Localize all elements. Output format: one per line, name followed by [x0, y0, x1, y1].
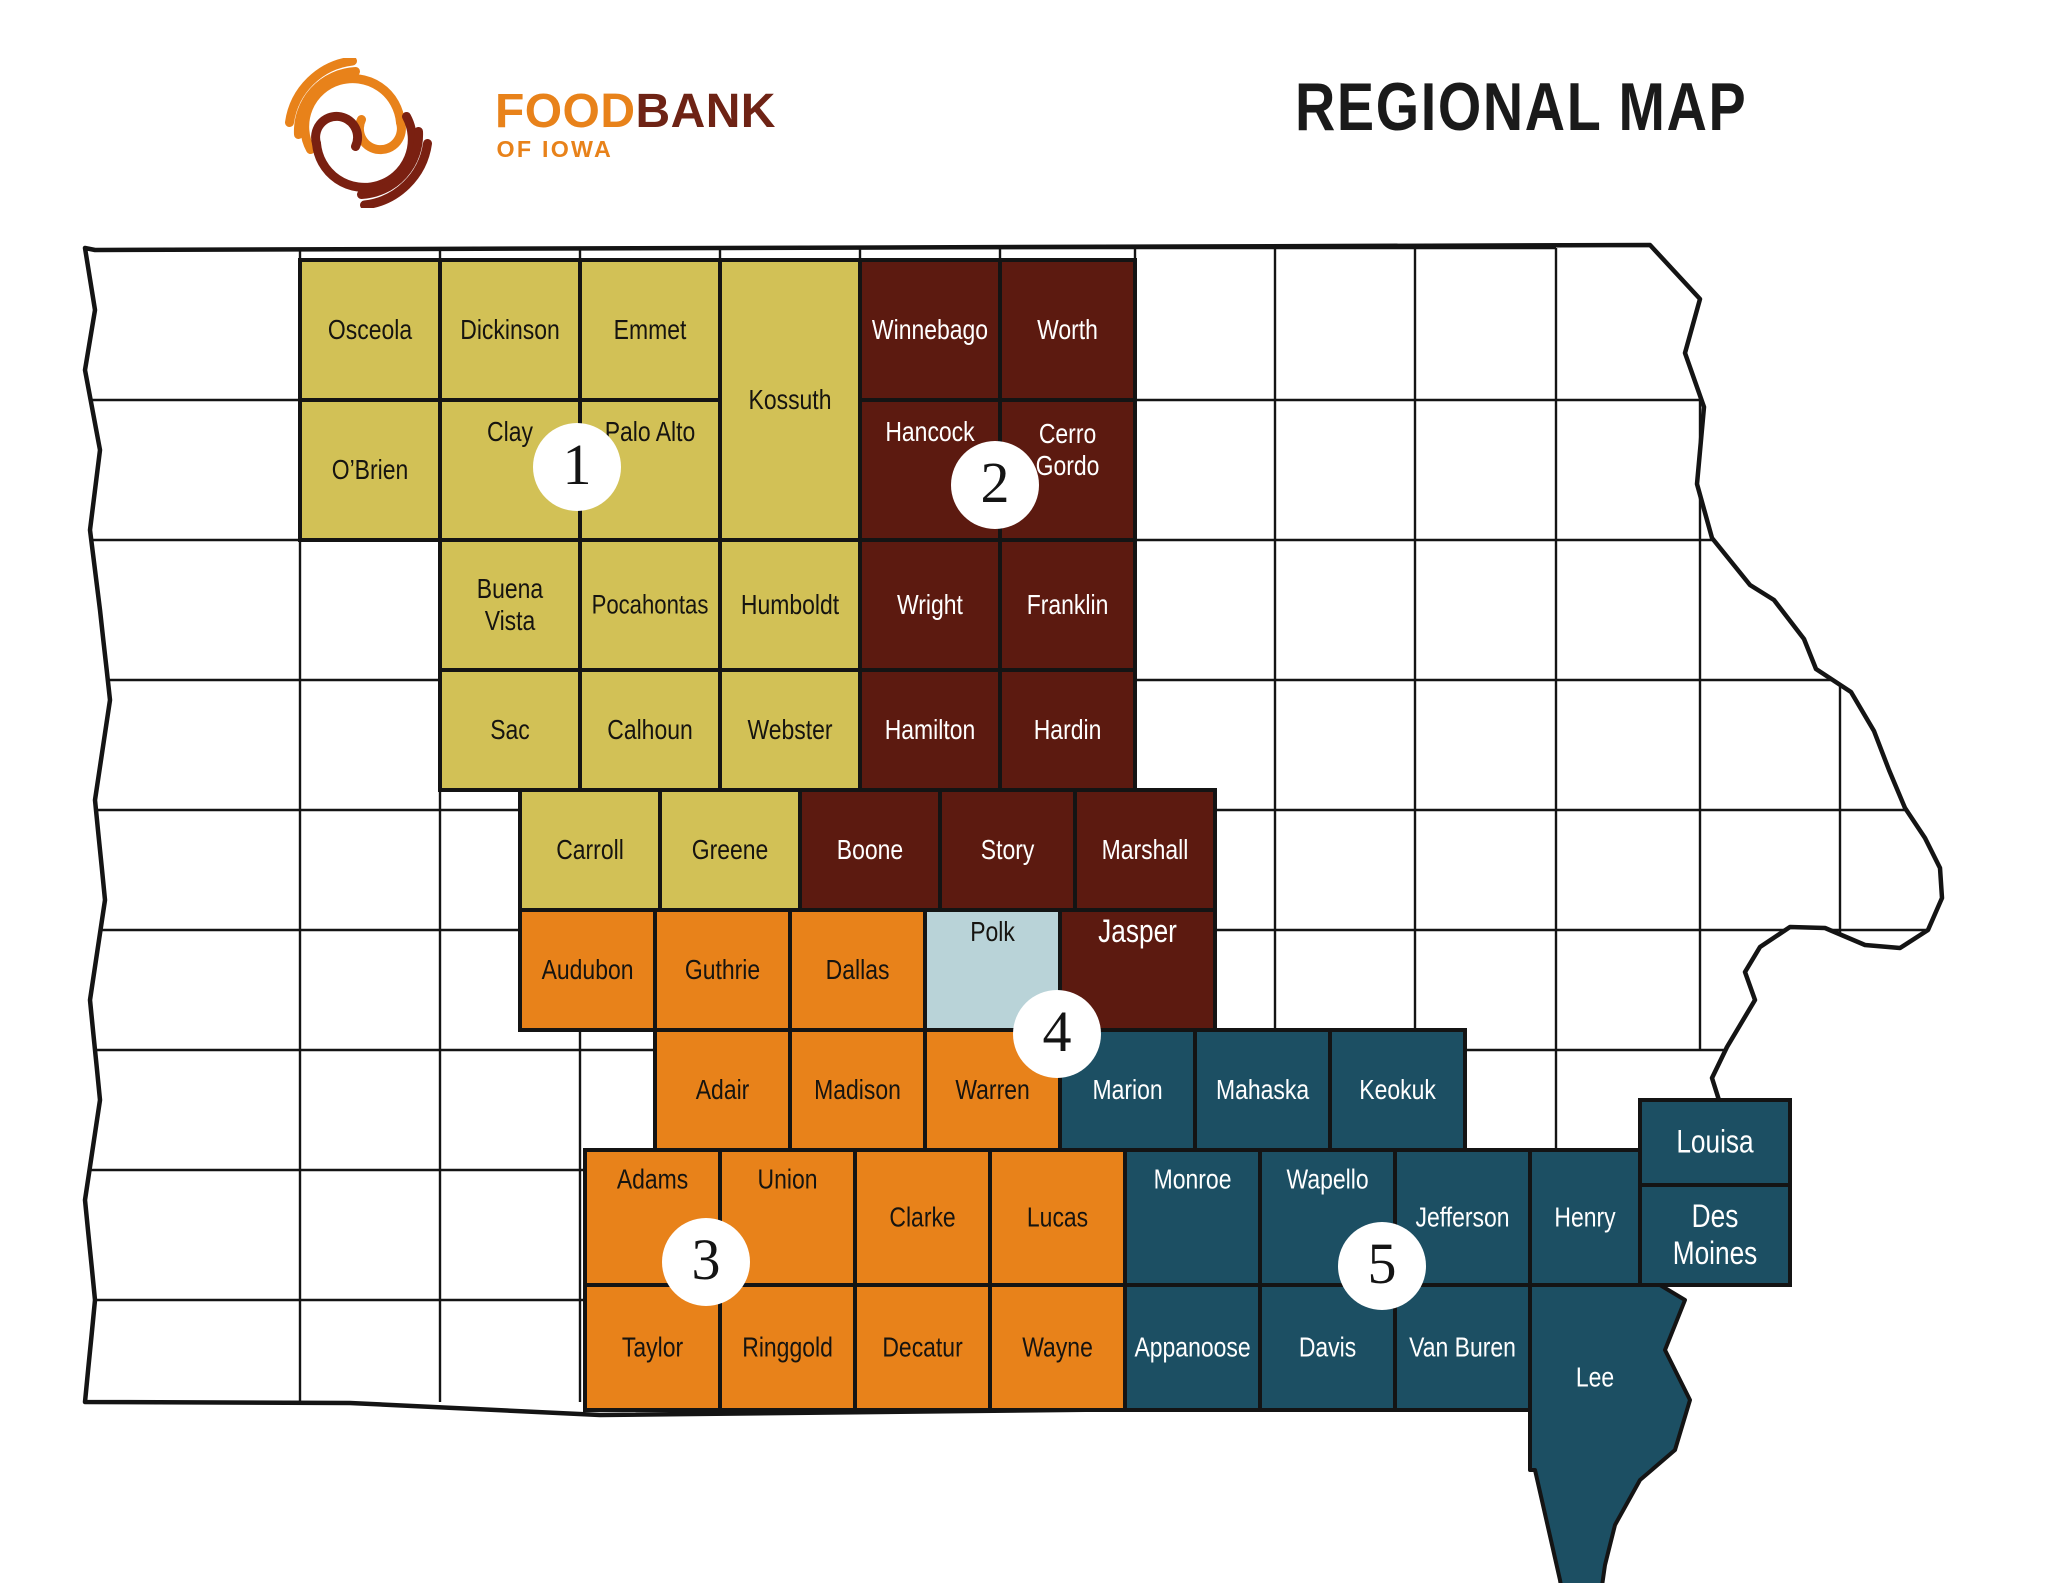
svg-text:3: 3	[692, 1227, 721, 1292]
svg-text:Humboldt: Humboldt	[741, 590, 839, 621]
svg-text:Audubon: Audubon	[542, 955, 634, 986]
svg-text:Decatur: Decatur	[882, 1332, 963, 1363]
svg-text:Story: Story	[981, 835, 1035, 866]
svg-text:Vista: Vista	[485, 606, 536, 637]
svg-text:Lucas: Lucas	[1027, 1202, 1088, 1233]
svg-text:Van Buren: Van Buren	[1409, 1332, 1516, 1363]
svg-text:Wayne: Wayne	[1022, 1332, 1093, 1363]
svg-text:Warren: Warren	[955, 1075, 1029, 1106]
svg-text:Dallas: Dallas	[826, 955, 890, 986]
svg-text:Hardin: Hardin	[1034, 715, 1102, 746]
svg-text:Ringgold: Ringgold	[742, 1332, 833, 1363]
svg-text:Lee: Lee	[1576, 1362, 1614, 1393]
svg-text:Clay: Clay	[487, 417, 533, 448]
svg-text:Davis: Davis	[1299, 1332, 1356, 1363]
svg-text:Worth: Worth	[1037, 315, 1098, 346]
svg-text:Pocahontas: Pocahontas	[592, 591, 709, 621]
svg-text:Polk: Polk	[970, 917, 1015, 948]
svg-text:Calhoun: Calhoun	[607, 715, 692, 746]
svg-text:Osceola: Osceola	[328, 315, 413, 346]
svg-text:1: 1	[563, 432, 592, 497]
svg-text:Carroll: Carroll	[556, 835, 624, 866]
svg-text:Sac: Sac	[490, 715, 530, 746]
svg-text:Henry: Henry	[1554, 1202, 1615, 1233]
svg-text:Jasper: Jasper	[1098, 915, 1177, 950]
svg-text:Wapello: Wapello	[1287, 1164, 1369, 1195]
svg-text:2: 2	[981, 450, 1010, 515]
svg-text:Union: Union	[758, 1164, 818, 1195]
svg-text:Kossuth: Kossuth	[749, 385, 832, 416]
svg-text:Monroe: Monroe	[1154, 1164, 1232, 1195]
svg-text:Guthrie: Guthrie	[685, 955, 760, 986]
svg-text:O’Brien: O’Brien	[332, 455, 409, 486]
svg-text:Hamilton: Hamilton	[885, 715, 976, 746]
svg-text:Adair: Adair	[696, 1075, 750, 1106]
svg-text:5: 5	[1368, 1231, 1397, 1296]
svg-text:Des: Des	[1692, 1200, 1739, 1235]
svg-text:Moines: Moines	[1673, 1236, 1758, 1271]
svg-text:Greene: Greene	[692, 835, 769, 866]
svg-text:Marion: Marion	[1092, 1075, 1162, 1106]
svg-text:Boone: Boone	[837, 835, 903, 866]
svg-text:Appanoose: Appanoose	[1134, 1332, 1250, 1363]
svg-text:Gordo: Gordo	[1036, 451, 1100, 482]
svg-text:Buena: Buena	[477, 574, 544, 605]
svg-text:Hancock: Hancock	[885, 417, 974, 448]
svg-text:Webster: Webster	[747, 715, 832, 746]
svg-text:Madison: Madison	[814, 1075, 901, 1106]
svg-text:Mahaska: Mahaska	[1216, 1075, 1310, 1106]
svg-text:Wright: Wright	[897, 590, 963, 621]
svg-text:Marshall: Marshall	[1102, 835, 1189, 866]
svg-text:Louisa: Louisa	[1676, 1125, 1754, 1160]
svg-text:Clarke: Clarke	[889, 1202, 955, 1233]
svg-text:Taylor: Taylor	[622, 1332, 684, 1363]
svg-text:Franklin: Franklin	[1027, 590, 1109, 621]
svg-text:Jefferson: Jefferson	[1416, 1202, 1510, 1233]
svg-text:Keokuk: Keokuk	[1359, 1075, 1436, 1106]
svg-text:Palo Alto: Palo Alto	[605, 417, 696, 448]
svg-text:Adams: Adams	[617, 1164, 688, 1195]
svg-text:Winnebago: Winnebago	[872, 315, 988, 346]
svg-text:Emmet: Emmet	[614, 315, 687, 346]
svg-text:Dickinson: Dickinson	[460, 315, 559, 346]
svg-text:Cerro: Cerro	[1039, 419, 1096, 450]
svg-text:4: 4	[1043, 999, 1072, 1064]
